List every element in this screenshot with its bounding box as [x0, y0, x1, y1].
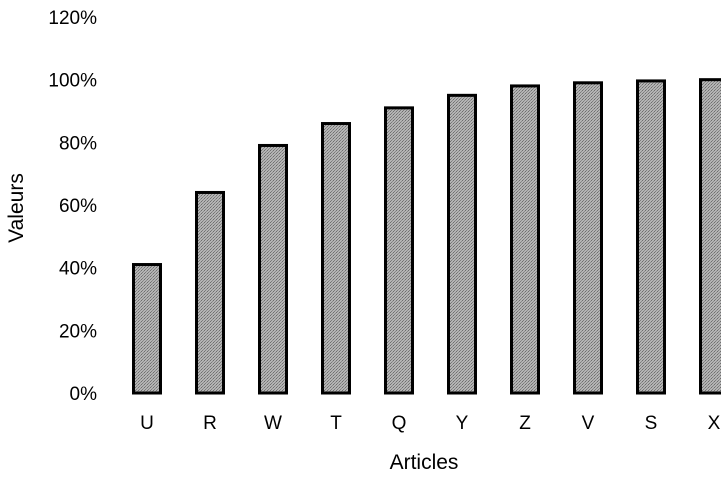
x-tick-label: R — [203, 413, 217, 434]
y-axis-label: Valeurs — [5, 173, 28, 243]
y-tick-label: 100% — [48, 71, 97, 92]
x-tick-label: V — [582, 413, 595, 434]
bar-U — [134, 265, 161, 393]
bars — [134, 80, 721, 393]
bar-Z — [512, 86, 539, 393]
bar-T — [323, 124, 350, 393]
y-tick-label: 60% — [59, 196, 97, 217]
bar-Y — [449, 95, 476, 393]
bar-V — [575, 83, 602, 393]
x-tick-label: Q — [392, 413, 407, 434]
x-tick-label: Z — [519, 413, 531, 434]
bar-W — [260, 145, 287, 393]
x-tick-label: T — [330, 413, 342, 434]
x-tick-label: X — [708, 413, 721, 434]
y-tick-label: 120% — [48, 8, 97, 29]
x-axis-label: Articles — [390, 451, 459, 474]
y-tick-label: 0% — [70, 384, 98, 405]
x-tick-label: S — [645, 413, 658, 434]
y-tick-label: 80% — [59, 133, 97, 154]
bar-Q — [386, 108, 413, 393]
bar-R — [197, 192, 224, 393]
y-axis-tick-labels: 0% 20% 40% 60% 80% 100% 120% — [48, 8, 97, 405]
y-tick-label: 20% — [59, 321, 97, 342]
x-tick-label: Y — [456, 413, 469, 434]
bar-X — [701, 80, 721, 393]
x-tick-label: U — [140, 413, 154, 434]
y-tick-label: 40% — [59, 259, 97, 280]
x-tick-label: W — [264, 413, 282, 434]
bar-S — [638, 81, 665, 393]
